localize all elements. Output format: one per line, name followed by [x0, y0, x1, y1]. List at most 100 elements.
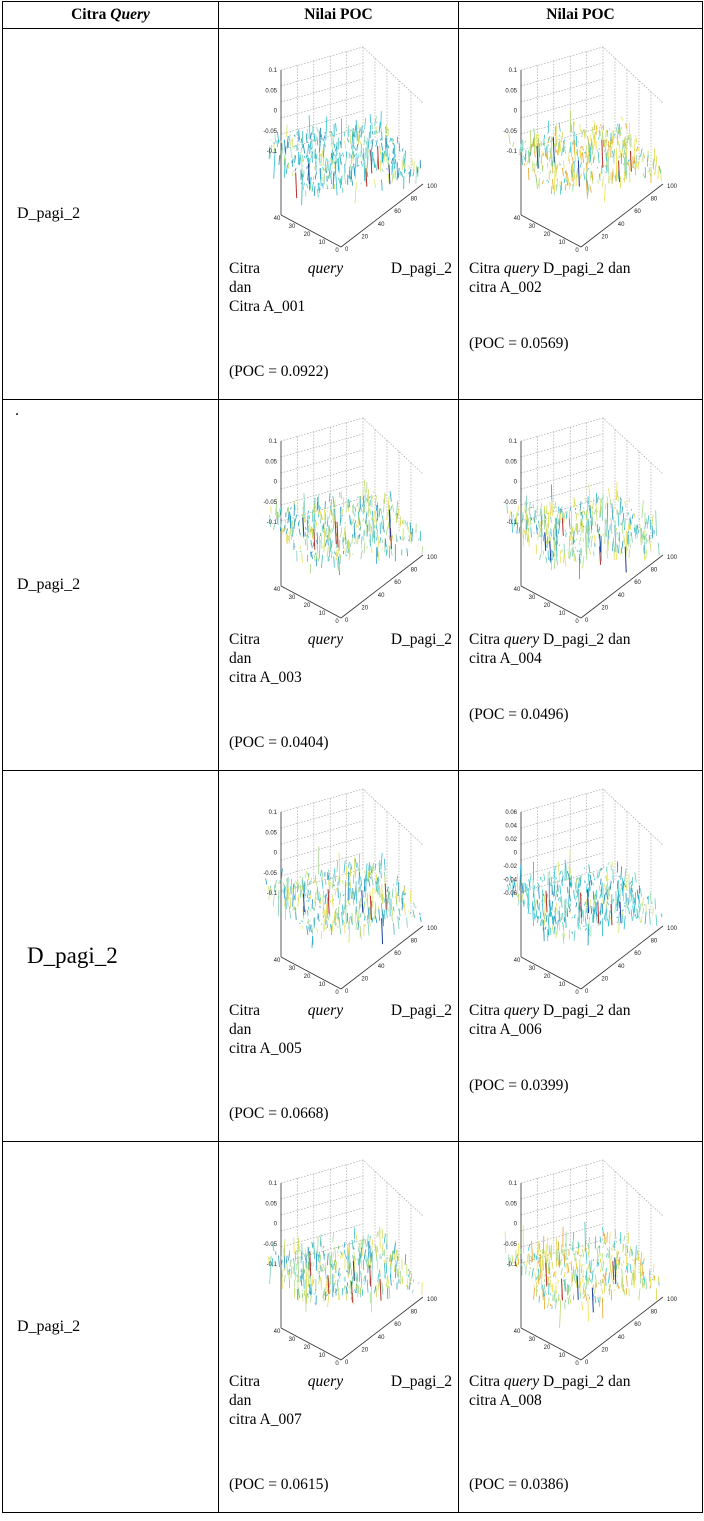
y-tick-label: 10: [319, 611, 326, 617]
x-tick-label: 100: [667, 555, 678, 561]
x-tick-label: 100: [427, 926, 438, 932]
z-tick-label: -0.05: [263, 1242, 277, 1248]
caption-reference: citra A_008: [469, 1392, 542, 1409]
poc-value: (POC = 0.0922): [229, 363, 329, 380]
y-axis-ticks: 40 30 20 10 0: [514, 216, 580, 254]
z-tick-label: -0.1: [267, 891, 278, 897]
caption-word-query: query: [503, 1373, 540, 1390]
caption-word-citra: Citra: [469, 631, 500, 648]
caption-word-dan: dan: [608, 1373, 631, 1390]
caption-line-1: Citra query D_pagi_2 dan: [469, 259, 696, 278]
z-tick-label: 0.1: [269, 439, 278, 445]
x-tick-label: 60: [394, 1322, 401, 1328]
caption-word-dan: dan: [608, 1002, 631, 1019]
caption-word-citra: Citra: [469, 260, 500, 277]
caption-reference: citra A_007: [229, 1411, 302, 1428]
x-tick-label: 40: [618, 964, 625, 970]
z-tick-label: -0.1: [267, 1262, 278, 1268]
plot-axes: [280, 441, 424, 619]
y-tick-label: 20: [304, 603, 311, 609]
caption-query-name: D_pagi_2: [390, 260, 452, 277]
caption-line-1: Citra query D_pagi_2: [229, 259, 452, 278]
x-tick-label: 60: [634, 580, 641, 586]
z-tick-label: -0.1: [507, 520, 518, 526]
z-tick-label: 0.05: [265, 459, 277, 465]
result-row: D_pagi_2 0.1 0.05 0 -0.05 -0.1 40 30 20 10 0 0 20 40 6…: [2, 770, 703, 1142]
plot-axes: [280, 1183, 424, 1361]
z-tick-label: -0.1: [507, 149, 518, 155]
x-tick-label: 0: [345, 618, 349, 624]
z-tick-label: -0.04: [503, 878, 517, 884]
y-tick-label: 40: [274, 587, 281, 593]
z-axis-ticks: 0.1 0.05 0 -0.05 -0.1: [263, 68, 277, 155]
z-tick-label: 0: [514, 1222, 518, 1228]
z-tick-label: 0.1: [509, 68, 518, 74]
x-tick-label: 60: [394, 580, 401, 586]
y-tick-label: 40: [514, 1329, 521, 1335]
plot-frame: [280, 46, 424, 173]
z-axis-ticks: 0.1 0.05 0 -0.05 -0.1: [263, 439, 277, 526]
poc-cell-left: 0.1 0.05 0 -0.05 -0.1 40 30 20 10 0 0 20 40 60 80 100 Ci…: [218, 770, 459, 1142]
y-tick-label: 10: [319, 240, 326, 246]
plot-caption: Citra query D_pagi_2 dan citra A_007: [219, 1372, 458, 1429]
caption-line-1: Citra query D_pagi_2: [229, 630, 452, 649]
x-tick-label: 100: [427, 555, 438, 561]
x-tick-label: 20: [361, 976, 368, 982]
z-tick-label: 0: [514, 851, 518, 857]
caption-word-query: query: [503, 1002, 540, 1019]
caption-line-1: Citra query D_pagi_2: [229, 1372, 452, 1391]
caption-word-dan: dan: [608, 260, 631, 277]
z-tick-label: 0.1: [269, 68, 278, 74]
poc-cell-right: 0.06 0.04 0.02 0 -0.02 -0.04 -0.06 40 30 20 10 0 0 20…: [458, 770, 703, 1142]
poc-cell-left: 0.1 0.05 0 -0.05 -0.1 40 30 20 10 0 0 20 40 60 80 100 Ci…: [218, 399, 459, 771]
z-axis-ticks: 0.1 0.05 0 -0.05 -0.1: [503, 1181, 517, 1268]
caption-query-name: D_pagi_2: [543, 260, 605, 277]
z-tick-label: -0.05: [503, 500, 517, 506]
poc-value: (POC = 0.0404): [229, 734, 329, 751]
x-tick-label: 20: [601, 605, 608, 611]
surface-mesh: [265, 846, 422, 948]
caption-line-1: Citra query D_pagi_2 dan: [469, 630, 696, 649]
x-tick-label: 80: [651, 568, 658, 574]
caption-word-dan: dan: [229, 1392, 252, 1409]
z-tick-label: 0.05: [265, 88, 277, 94]
y-tick-label: 0: [335, 248, 339, 254]
row-marker: .: [15, 402, 19, 419]
caption-word-citra: Citra: [469, 1373, 500, 1390]
z-axis-ticks: 0.1 0.05 0 -0.05 -0.1: [263, 1181, 277, 1268]
y-tick-label: 20: [304, 1345, 311, 1351]
x-tick-label: 60: [634, 951, 641, 957]
x-tick-label: 40: [618, 593, 625, 599]
y-axis-ticks: 40 30 20 10 0: [274, 958, 340, 996]
caption-word-dan: dan: [229, 650, 252, 667]
x-tick-label: 40: [378, 1335, 385, 1341]
result-row: D_pagi_2 0.1 0.05 0 -0.05 -0.1 40 30 20 10 0 0 20 40 6…: [2, 1141, 703, 1513]
x-axis-ticks: 0 20 40 60 80 100: [345, 926, 438, 995]
x-tick-label: 40: [378, 222, 385, 228]
z-axis-ticks: 0.1 0.05 0 -0.05 -0.1: [503, 68, 517, 155]
y-tick-label: 40: [274, 1329, 281, 1335]
surface-mesh: [268, 111, 421, 206]
y-tick-label: 40: [274, 958, 281, 964]
y-axis-ticks: 40 30 20 10 0: [514, 958, 580, 996]
y-tick-label: 20: [304, 232, 311, 238]
caption-word-dan: dan: [229, 1021, 252, 1038]
y-tick-label: 20: [544, 1345, 551, 1351]
query-label: D_pagi_2: [17, 205, 81, 222]
caption-word-citra: Citra: [469, 1002, 500, 1019]
x-tick-label: 60: [634, 1322, 641, 1328]
z-tick-label: 0: [514, 480, 518, 486]
result-row: D_pagi_2 0.1 0.05 0 -0.05 -0.1 40 30 20 10 0 0 20 40 6…: [2, 28, 703, 400]
y-tick-label: 10: [319, 1353, 326, 1359]
caption-word-query: query: [503, 631, 540, 648]
header-row: Citra Query Nilai POC Nilai POC: [2, 1, 703, 29]
poc-value: (POC = 0.0496): [469, 706, 569, 723]
header-nilai-poc-1: Nilai POC: [218, 1, 459, 29]
x-tick-label: 20: [361, 1347, 368, 1353]
z-tick-label: 0: [274, 1222, 278, 1228]
y-tick-label: 10: [559, 982, 566, 988]
